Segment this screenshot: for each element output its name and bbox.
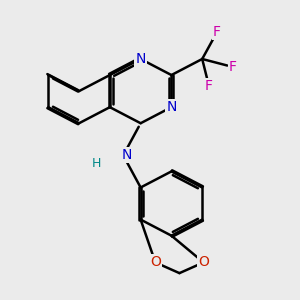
- Text: N: N: [166, 100, 177, 114]
- Text: H: H: [92, 157, 101, 170]
- Text: O: O: [150, 255, 161, 269]
- Text: O: O: [198, 255, 209, 269]
- Text: F: F: [205, 79, 213, 93]
- Text: N: N: [135, 52, 146, 66]
- Text: N: N: [122, 148, 132, 162]
- Text: F: F: [229, 60, 237, 74]
- Text: F: F: [213, 25, 221, 39]
